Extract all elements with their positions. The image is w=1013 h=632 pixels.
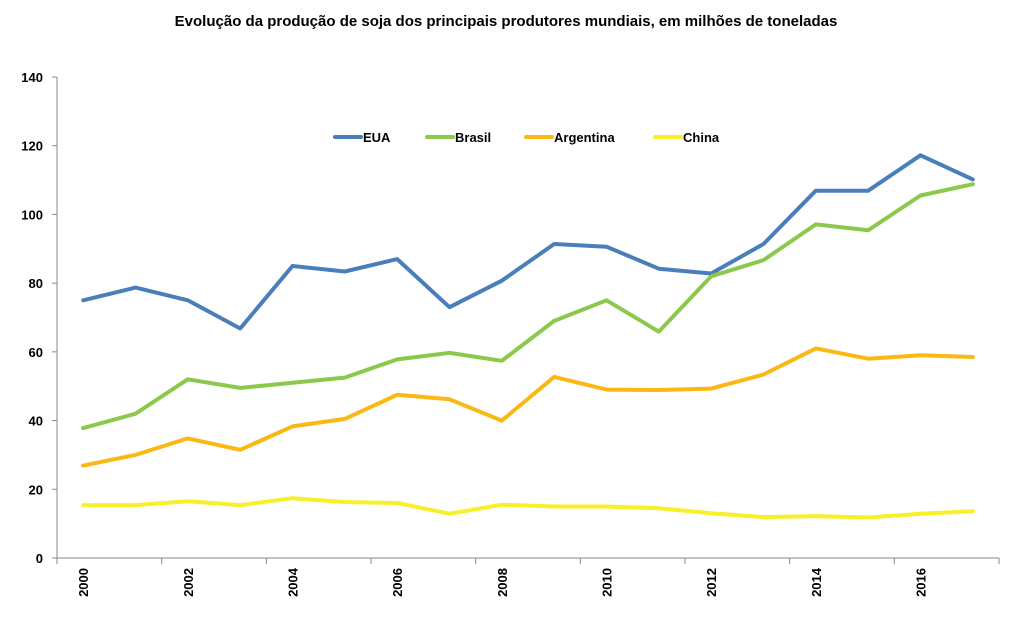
x-axis: 2000 2002 2004 2006 2008 2010 2012 2014 2016: [56, 557, 1000, 597]
y-tick-label: 120: [21, 139, 43, 154]
y-tick-label: 140: [21, 70, 43, 85]
x-tick-label: 2012: [704, 568, 719, 597]
x-tick-label: 2002: [181, 568, 196, 597]
y-tick-label: 0: [36, 551, 43, 566]
legend: EUA Brasil Argentina China: [333, 130, 720, 145]
x-tick-label: 2006: [390, 568, 405, 597]
legend-label-argentina: Argentina: [554, 130, 615, 145]
x-tick-label: 2016: [914, 568, 929, 597]
y-tick-label: 40: [29, 414, 43, 429]
x-tick-label: 2008: [495, 568, 510, 597]
x-tick-label: 2014: [809, 567, 824, 597]
series-line-argentina: [81, 346, 975, 468]
x-tick-label: 2010: [600, 568, 615, 597]
chart-title: Evolução da produção de soja dos princip…: [175, 13, 838, 30]
x-tick-label: 2004: [286, 567, 301, 597]
y-axis: 0 20 40 60 80 100 120 140: [21, 70, 58, 566]
x-tick-label: 2000: [76, 568, 91, 597]
y-tick-label: 60: [29, 345, 43, 360]
series-line-china: [81, 496, 975, 520]
legend-label-eua: EUA: [363, 130, 391, 145]
legend-label-brasil: Brasil: [455, 130, 491, 145]
legend-label-china: China: [683, 130, 720, 145]
y-tick-label: 100: [21, 207, 43, 222]
series-line-brasil: [81, 182, 975, 431]
y-tick-label: 20: [29, 482, 43, 497]
series-line-eua: [81, 153, 975, 331]
series-lines: [81, 153, 975, 520]
y-tick-label: 80: [29, 276, 43, 291]
